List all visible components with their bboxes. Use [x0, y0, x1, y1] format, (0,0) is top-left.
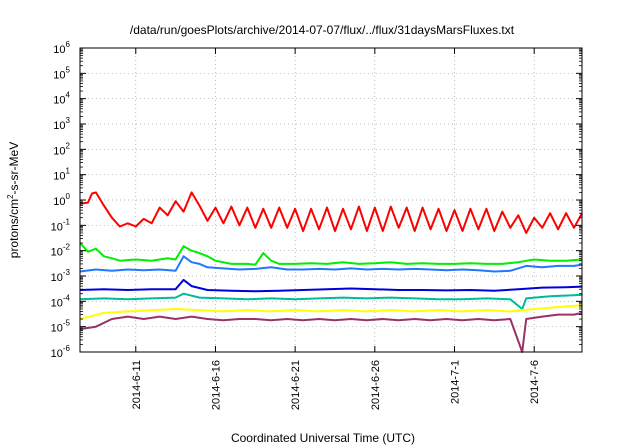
y-axis-label: protons/cm2-s-sr-MeV	[6, 142, 21, 258]
y-tick-exponent: 1	[66, 167, 71, 176]
y-tick-base: 10	[53, 145, 65, 157]
series-line-1	[79, 191, 583, 234]
y-tick-label: 100	[53, 192, 70, 208]
y-tick-base: 10	[51, 221, 63, 233]
x-tick-label: 2014-7-1	[450, 360, 462, 404]
y-tick-label: 102	[53, 141, 70, 157]
y-tick-exponent: 2	[66, 141, 71, 150]
y-tick-exponent: -1	[63, 217, 71, 226]
y-tick-exponent: -5	[63, 319, 71, 328]
y-tick-label: 103	[53, 116, 70, 132]
ticks	[80, 47, 582, 353]
x-tick-label: 2014-6-11	[131, 360, 143, 409]
y-tick-exponent: -6	[63, 344, 71, 353]
series-line-6	[79, 304, 583, 320]
y-tick-exponent: -2	[63, 243, 71, 252]
series-line-7	[79, 311, 583, 353]
y-tick-label: 101	[53, 167, 70, 183]
y-tick-base: 10	[51, 348, 63, 360]
y-tick-base: 10	[53, 44, 65, 56]
x-tick-label: 2014-7-6	[529, 360, 541, 404]
x-tick-labels: 2014-6-11 2014-6-16 2014-6-21 2014-6-26 2014…	[131, 360, 541, 410]
y-tick-label: 10-2	[51, 243, 71, 259]
y-tick-label: 106	[53, 40, 70, 56]
y-tick-base: 10	[53, 171, 65, 183]
y-tick-base: 10	[51, 323, 63, 335]
y-axis-label-sup: 2	[6, 194, 15, 199]
y-tick-label: 105	[53, 65, 70, 81]
y-tick-exponent: 3	[66, 116, 71, 125]
y-tick-exponent: 0	[66, 192, 71, 201]
y-tick-base: 10	[51, 297, 63, 309]
y-tick-base: 10	[51, 247, 63, 259]
y-tick-label: 104	[53, 91, 70, 107]
grid	[80, 48, 582, 352]
y-tick-exponent: 4	[66, 91, 71, 100]
y-tick-label: 10-1	[51, 217, 71, 233]
x-tick-label: 2014-6-16	[210, 360, 222, 410]
x-axis-label: Coordinated Universal Time (UTC)	[231, 431, 415, 445]
y-tick-label: 10-4	[51, 293, 71, 309]
y-tick-exponent: 6	[66, 40, 71, 49]
y-tick-label: 10-5	[51, 319, 71, 335]
y-axis-label-rest: -s-sr-MeV	[7, 142, 21, 195]
y-tick-label: 10-3	[51, 268, 71, 284]
x-tick-label: 2014-6-26	[370, 360, 382, 410]
series-line-4	[79, 278, 583, 293]
series-line-3	[79, 255, 583, 273]
series-line-2	[79, 242, 583, 266]
x-tick-label: 2014-6-21	[290, 360, 302, 410]
y-tick-exponent: -4	[63, 293, 71, 302]
y-axis-label-base: protons/cm	[7, 199, 21, 258]
y-tick-base: 10	[51, 272, 63, 284]
chart-title: /data/run/goesPlots/archive/2014-07-07/f…	[130, 23, 515, 37]
y-tick-base: 10	[53, 95, 65, 107]
y-tick-base: 10	[53, 120, 65, 132]
y-tick-base: 10	[53, 69, 65, 81]
y-tick-label: 10-6	[51, 344, 71, 360]
series-line-5	[79, 292, 583, 310]
series-layer	[79, 191, 583, 353]
y-tick-base: 10	[53, 196, 65, 208]
y-tick-exponent: -3	[63, 268, 71, 277]
y-tick-exponent: 5	[66, 65, 71, 74]
y-tick-labels: 10-610-510-410-310-210-11001011021031041…	[51, 40, 71, 360]
plot-frame	[79, 47, 583, 353]
